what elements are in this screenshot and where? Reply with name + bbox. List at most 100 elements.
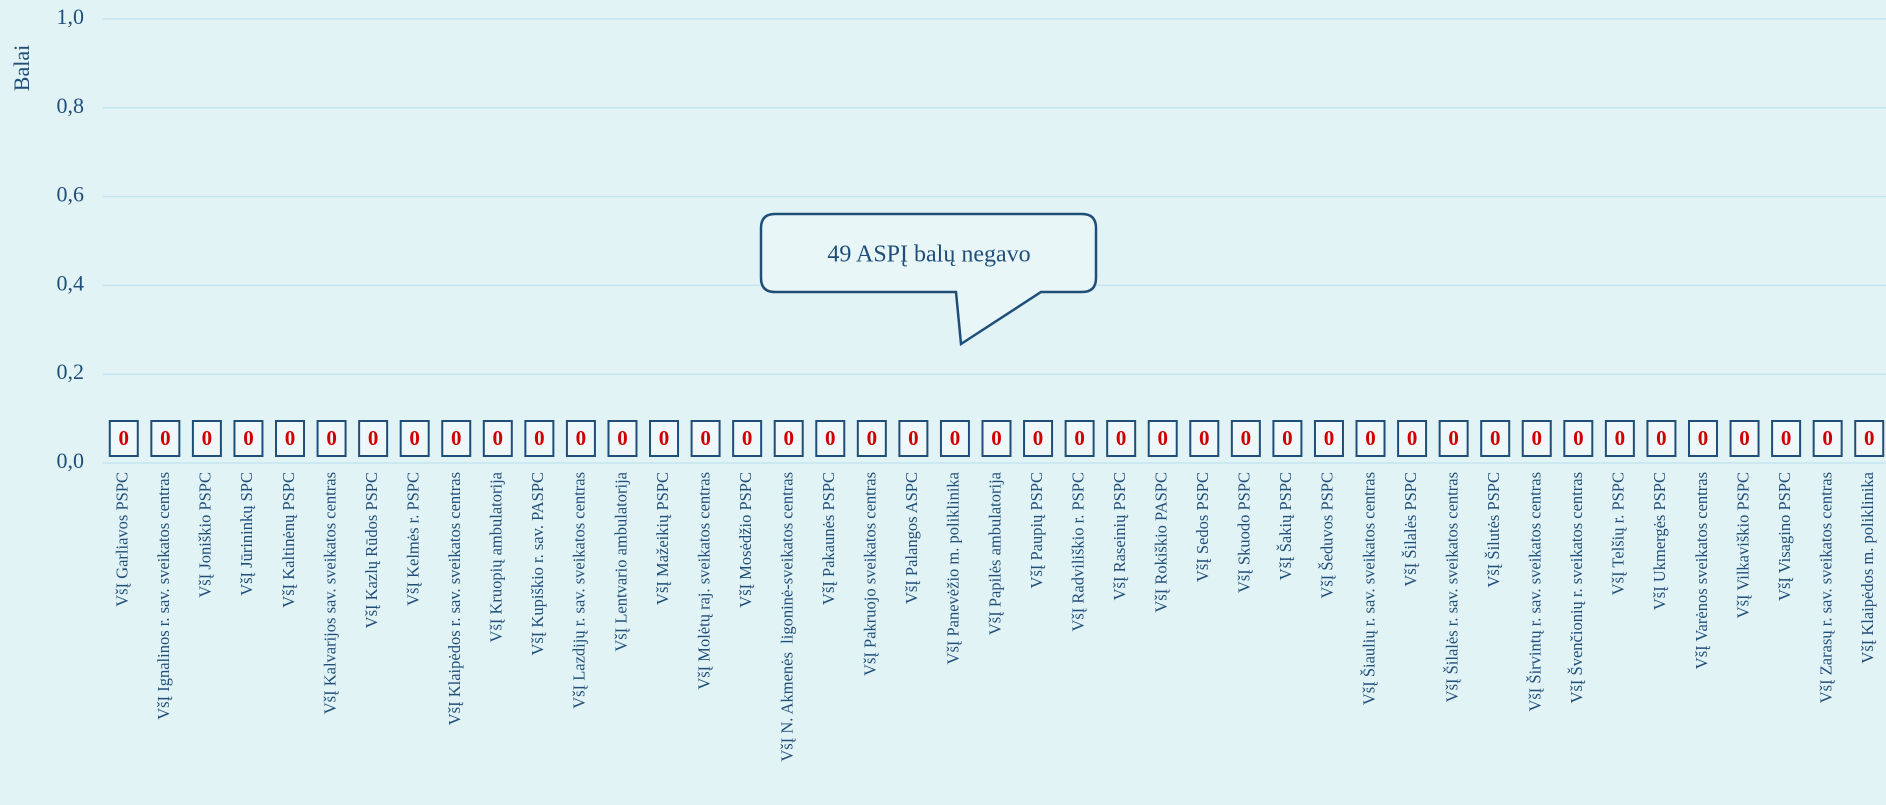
data-label: 0	[1324, 426, 1335, 450]
data-label-box	[1563, 420, 1594, 457]
data-label: 0	[1822, 426, 1833, 450]
data-label-box	[1147, 420, 1178, 457]
data-label-box	[649, 420, 680, 457]
x-tick-label: VšĮ Šilalės PSPC	[1401, 472, 1420, 587]
data-label: 0	[160, 426, 171, 450]
x-tick-label: VšĮ Varėnos sveikatos centras	[1692, 472, 1711, 669]
data-label: 0	[119, 426, 130, 450]
data-label: 0	[1615, 426, 1626, 450]
data-label-box	[1604, 420, 1635, 457]
data-label-box	[316, 420, 347, 457]
data-label-box	[732, 420, 763, 457]
callout	[759, 212, 1098, 347]
data-label: 0	[1116, 426, 1127, 450]
data-label-box	[898, 420, 929, 457]
data-label-box	[981, 420, 1012, 457]
data-label-box	[150, 420, 181, 457]
x-tick-label: VšĮ Mažeikių PSPC	[653, 472, 672, 605]
data-label-box	[1521, 420, 1552, 457]
x-tick-label: VšĮ Ignalinos r. sav. sveikatos centras	[154, 472, 173, 720]
x-tick-label: VšĮ Panevėžio m. poliklinika	[944, 471, 963, 664]
data-label-box	[939, 420, 970, 457]
data-label-box	[1771, 420, 1802, 457]
data-label-box	[108, 420, 139, 457]
x-tick-label: VšĮ Lazdijų r. sav. sveikatos centras	[570, 472, 589, 709]
data-label: 0	[1490, 426, 1501, 450]
data-label: 0	[617, 426, 628, 450]
y-tick-label: 0,6	[57, 182, 85, 207]
x-tick-label: VšĮ Kaltinėnų PSPC	[279, 472, 298, 608]
y-tick-label: 0,4	[57, 270, 85, 295]
data-label-box	[1189, 420, 1220, 457]
data-label-box	[565, 420, 596, 457]
data-label-box	[1854, 420, 1885, 457]
data-label: 0	[451, 426, 462, 450]
x-tick-label: VšĮ Kalvarijos sav. sveikatos centras	[320, 472, 339, 714]
x-tick-label: VšĮ Pakaunės PSPC	[819, 472, 838, 605]
x-tick-label: VšĮ Garliavos PSPC	[113, 472, 132, 607]
data-label: 0	[202, 426, 213, 450]
x-tick-label: VšĮ Šeduvos PSPC	[1318, 472, 1337, 599]
x-tick-label: VšĮ Ukmergės PSPC	[1650, 472, 1669, 610]
x-tick-label: VšĮ Kelmės r. PSPC	[403, 472, 422, 606]
data-label: 0	[742, 426, 753, 450]
data-label-box	[1480, 420, 1511, 457]
y-tick-label: 0,0	[57, 448, 85, 473]
data-label-box	[233, 420, 264, 457]
x-tick-label: VšĮ Palangos ASPC	[902, 472, 921, 604]
data-label: 0	[783, 426, 794, 450]
x-tick-label: VšĮ Vilkaviškio PSPC	[1733, 472, 1752, 618]
x-tick-label: VšĮ Raseinių PSPC	[1110, 472, 1129, 600]
x-tick-label: VšĮ Radviliškio r. PSPC	[1068, 472, 1087, 632]
data-label: 0	[1739, 426, 1750, 450]
x-tick-label: VšĮ Pakruojo sveikatos centras	[861, 472, 880, 676]
y-tick-label: 1,0	[57, 4, 85, 29]
data-label: 0	[1157, 426, 1168, 450]
data-label-box	[773, 420, 804, 457]
data-label-box	[441, 420, 472, 457]
data-label: 0	[908, 426, 919, 450]
data-label: 0	[326, 426, 337, 450]
data-label-box	[482, 420, 513, 457]
data-label: 0	[1864, 426, 1875, 450]
data-label-box	[815, 420, 846, 457]
x-tick-label: VšĮ Švenčionių r. sveikatos centras	[1567, 472, 1586, 703]
data-label-box	[524, 420, 555, 457]
data-label: 0	[1365, 426, 1376, 450]
data-label-box	[1687, 420, 1718, 457]
data-label: 0	[1532, 426, 1543, 450]
data-label: 0	[659, 426, 670, 450]
data-label-box	[1023, 420, 1054, 457]
data-label: 0	[867, 426, 878, 450]
data-label: 0	[1407, 426, 1418, 450]
data-label: 0	[950, 426, 961, 450]
data-label-box	[1272, 420, 1303, 457]
x-tick-label: VšĮ Paupių PSPC	[1027, 472, 1046, 588]
data-label: 0	[576, 426, 587, 450]
data-label-box	[1729, 420, 1760, 457]
x-tick-label: VšĮ Šiaulių r. sav. sveikatos centras	[1359, 472, 1378, 705]
x-tick-label: VšĮ Kazlų Rūdos PSPC	[362, 472, 381, 628]
annotation: 49 ASPĮ balų negavo	[827, 242, 1030, 268]
x-tick-label: VšĮ Šilutės PSPC	[1484, 472, 1503, 588]
data-label: 0	[700, 426, 711, 450]
data-label-box	[1438, 420, 1469, 457]
data-label-box	[856, 420, 887, 457]
x-tick-label: VšĮ Telšių r. PSPC	[1609, 472, 1628, 595]
data-label: 0	[1033, 426, 1044, 450]
data-label-box	[358, 420, 389, 457]
x-tick-label: VšĮ Skuodo PSPC	[1235, 472, 1254, 593]
x-tick-label: VšĮ Šilalės r. sav. sveikatos centras	[1442, 472, 1461, 702]
data-label: 0	[493, 426, 504, 450]
data-label: 0	[409, 426, 420, 450]
data-label-box	[1106, 420, 1137, 457]
data-label-box	[1397, 420, 1428, 457]
data-label-box	[607, 420, 638, 457]
x-tick-label: VšĮ Kruopių ambulatorija	[487, 471, 506, 642]
x-tick-label: VšĮ Papilės ambulatorija	[985, 471, 1004, 635]
data-label: 0	[534, 426, 545, 450]
data-label-box	[1355, 420, 1386, 457]
data-label: 0	[285, 426, 296, 450]
